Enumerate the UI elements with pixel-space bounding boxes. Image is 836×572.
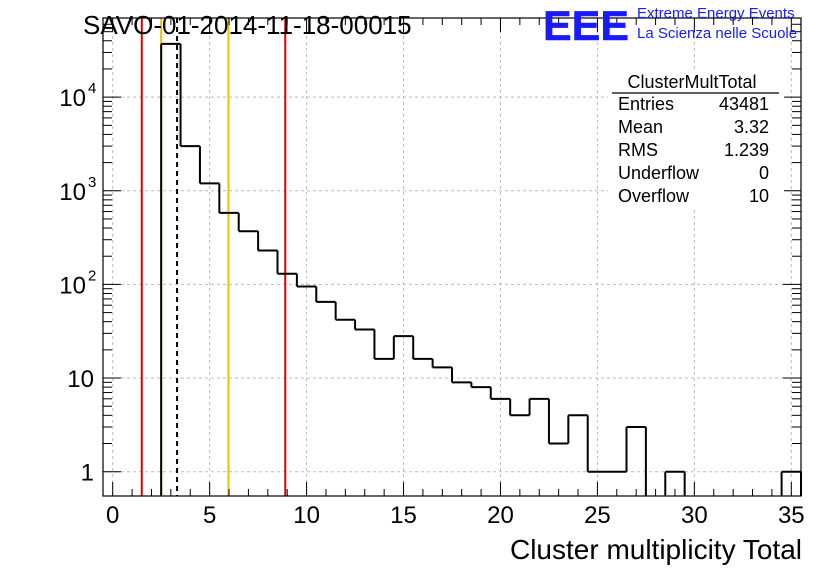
x-tick-label: 10 — [293, 502, 320, 529]
marker-lines — [140, 18, 287, 496]
histogram-bin — [586, 415, 608, 473]
stats-row-value: 0 — [759, 163, 769, 183]
y-tick-label: 10 — [59, 85, 86, 112]
histogram-bin — [218, 183, 239, 214]
histogram-bin — [179, 43, 200, 148]
histogram-bin — [276, 250, 297, 275]
stats-row-label: Mean — [618, 117, 663, 137]
histogram-bin — [392, 335, 414, 359]
histogram-bin — [664, 470, 685, 496]
y-tick-label: 10 — [67, 366, 94, 393]
stats-row-value: 10 — [749, 186, 769, 206]
stats-box: ClusterMultTotal Entries 43481 Mean 3.32 RMS… — [608, 70, 784, 210]
histogram-bin — [567, 414, 588, 444]
histogram-bin — [489, 387, 511, 400]
histogram-bin — [334, 301, 356, 321]
y-tick-exponent: 3 — [88, 174, 96, 191]
x-tick-labels: 0 5 10 15 20 25 30 35 — [106, 502, 805, 529]
y-tick-label: 10 — [59, 272, 86, 299]
logo-line-2: La Scienza nelle Scuole — [637, 25, 797, 42]
stats-row-value: 1.239 — [724, 140, 769, 160]
stats-row-label: Entries — [618, 94, 674, 114]
y-tick-exponent: 4 — [88, 80, 96, 97]
stats-row-value: 3.32 — [734, 117, 769, 137]
histogram-bin — [412, 336, 433, 360]
stats-title: ClusterMultTotal — [627, 72, 756, 92]
stats-row-value: 43481 — [719, 94, 769, 114]
histogram-bin — [257, 231, 278, 252]
x-tick-label: 30 — [681, 502, 708, 529]
stats-row-label: Underflow — [618, 163, 700, 183]
histogram-bin — [625, 426, 646, 472]
stats-row-label: RMS — [618, 140, 658, 160]
histogram-bin — [373, 329, 394, 360]
histogram-bin — [470, 382, 491, 389]
y-tick-label: 10 — [59, 179, 86, 206]
x-tick-label: 35 — [778, 502, 805, 529]
histogram-series — [160, 42, 802, 496]
y-tick-label: 1 — [81, 460, 94, 487]
x-tick-label: 20 — [487, 502, 514, 529]
logo-mark: EEE — [543, 2, 629, 49]
x-tick-label: 5 — [203, 502, 216, 529]
histogram-bin — [451, 367, 472, 384]
histogram-bin — [547, 398, 569, 445]
histogram-bin — [160, 42, 181, 496]
x-axis-title: Cluster multiplicity Total — [510, 534, 802, 565]
histogram-bin — [354, 319, 375, 331]
histogram-bin — [198, 146, 220, 185]
x-tick-label: 0 — [106, 502, 119, 529]
histogram-bin — [315, 286, 336, 303]
histogram-bin — [237, 212, 259, 233]
plot-frame — [102, 17, 802, 497]
histogram-bin — [528, 397, 549, 416]
logo-line-1: Extreme Energy Events — [637, 5, 795, 22]
axis-ticks — [103, 17, 801, 496]
y-tick-exponent: 2 — [88, 267, 96, 284]
x-tick-label: 25 — [584, 502, 611, 529]
histogram-bin — [295, 273, 317, 288]
eee-logo: EEE Extreme Energy Events La Scienza nel… — [543, 2, 797, 50]
histogram-bin — [509, 398, 530, 417]
histogram-bin — [431, 358, 452, 369]
x-tick-label: 15 — [390, 502, 417, 529]
stats-row-label: Overflow — [618, 186, 690, 206]
run-title: SAVO-01-2014-11-18-00015 — [83, 10, 412, 40]
